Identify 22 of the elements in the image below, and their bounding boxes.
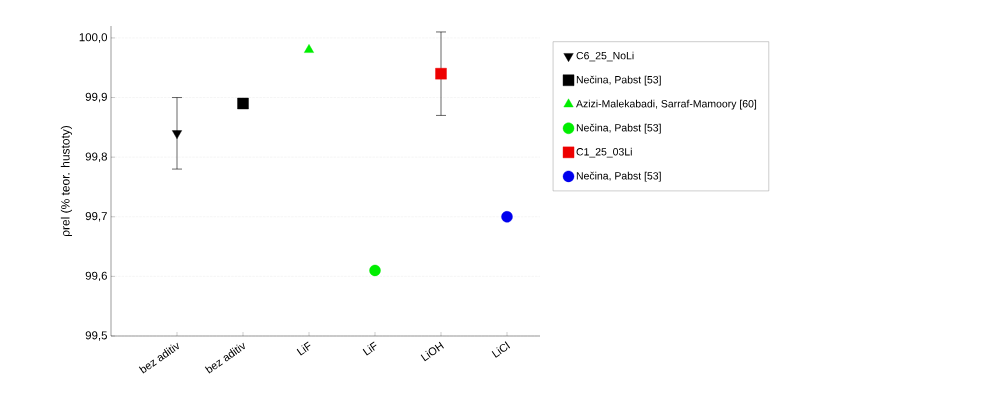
y-tick-label: 99,6 [85, 271, 107, 282]
x-tick-label: LiF [362, 341, 377, 356]
legend-label: Nečina, Pabst [53] [576, 75, 661, 86]
legend-label: C6_25_NoLi [576, 51, 634, 62]
x-tick-label: LiF [296, 341, 311, 356]
legend-label: Nečina, Pabst [53] [576, 171, 661, 182]
y-axis-title: ρrel (% teor. hustoty) [60, 125, 72, 237]
y-tick-label: 99,8 [85, 152, 107, 162]
point [435, 67, 447, 80]
y-tick-label: 99,9 [85, 92, 107, 103]
point [369, 264, 381, 277]
point [304, 44, 314, 53]
y-tick-label: 99,5 [85, 331, 107, 341]
point [172, 130, 182, 139]
legend-label: C1_25_03Li [576, 147, 632, 158]
x-tick-label: LiCl [491, 341, 511, 358]
point [501, 211, 513, 223]
y-tick-label: 100,0 [79, 33, 108, 43]
legend-label: Nečina, Pabst [53] [576, 123, 661, 134]
legend-label: Azizi-Malekabadi, Sarraf-Mamoory [60] [576, 99, 757, 110]
y-tick-label: 99,7 [85, 212, 107, 222]
point [237, 97, 249, 110]
